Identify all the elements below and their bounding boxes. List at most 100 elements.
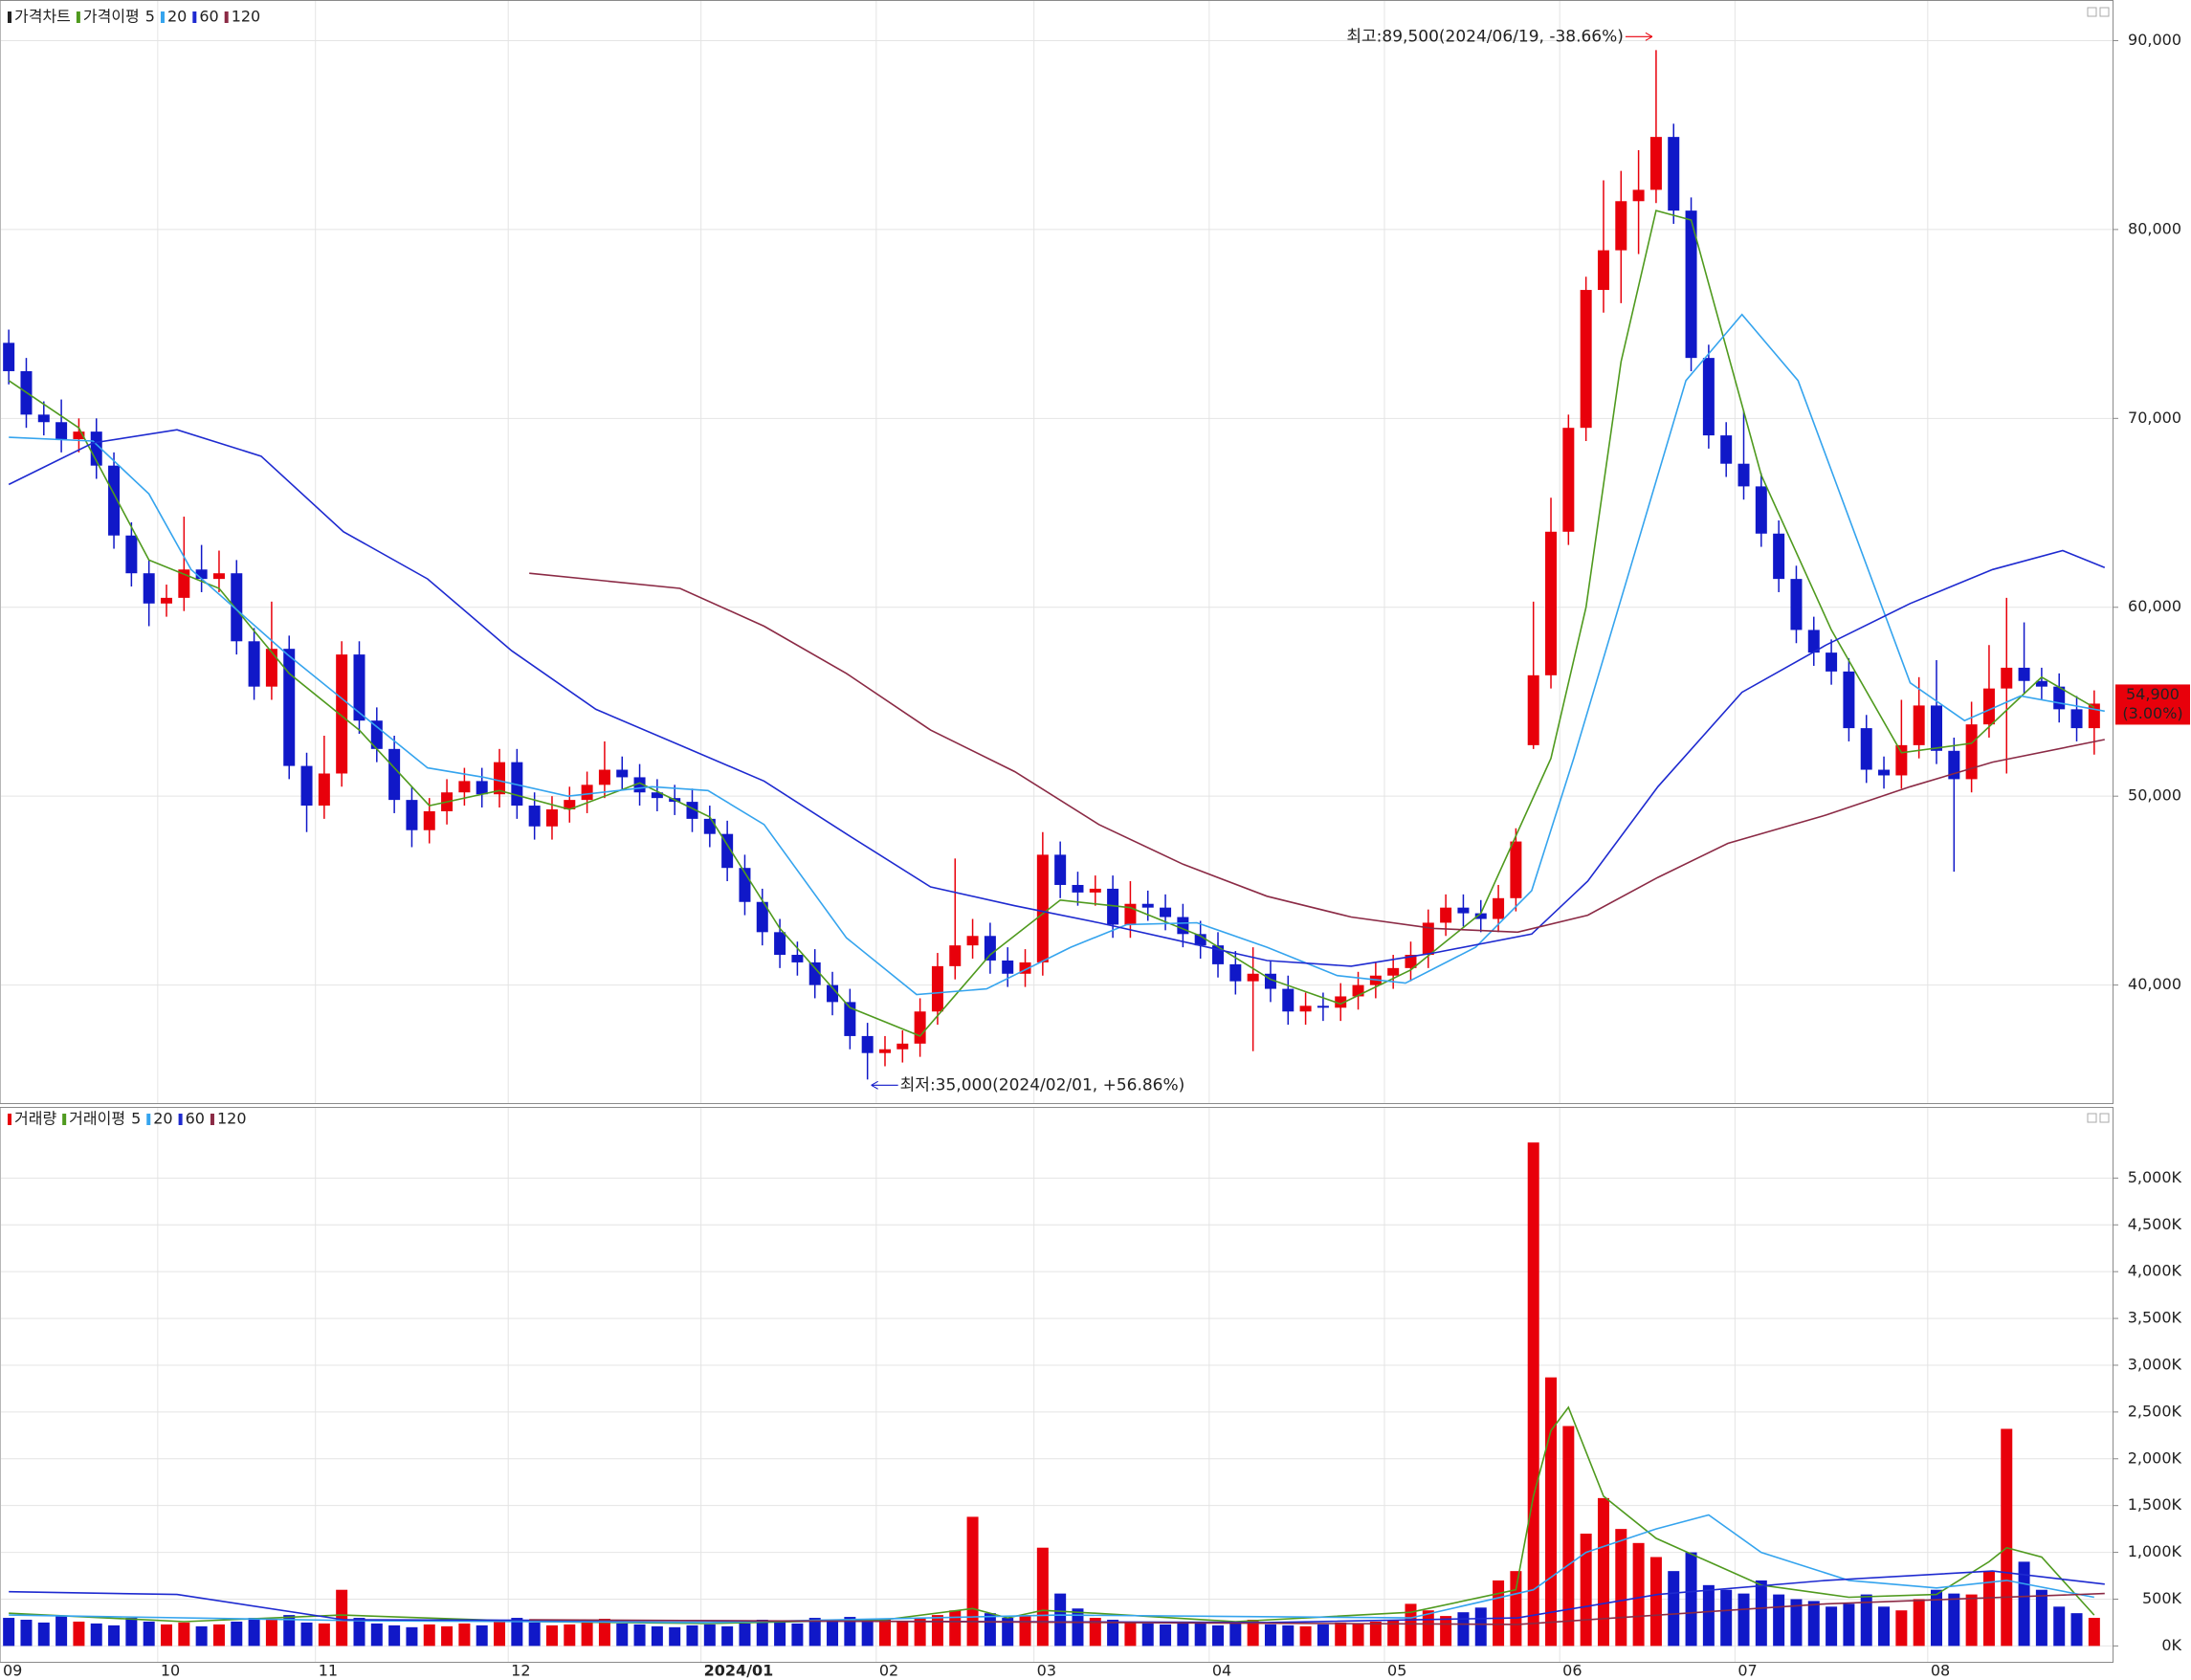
candle-body [1510, 841, 1522, 898]
legend-marker [178, 1114, 183, 1125]
volume-bar [370, 1623, 383, 1647]
candle-body [212, 573, 225, 580]
candle-body [756, 901, 768, 933]
volume-bar [388, 1625, 401, 1647]
candle-body [808, 962, 821, 985]
volume-bar [1965, 1594, 1978, 1647]
volume-bar [1860, 1594, 1872, 1647]
volume-bar [1510, 1571, 1522, 1647]
volume-bar [1422, 1610, 1434, 1647]
legend-label: 120 [232, 8, 261, 26]
y-tick-label: 60,000 [2128, 597, 2181, 615]
volume-bar [1773, 1594, 1785, 1647]
legend-marker [76, 11, 80, 23]
candle-body [1807, 630, 1820, 653]
candle-body [3, 343, 15, 371]
candle-body [1632, 189, 1645, 202]
volume-bar [143, 1621, 155, 1647]
candle-body [984, 936, 996, 961]
candle-body [1352, 984, 1364, 997]
candle-body [195, 569, 208, 580]
volume-bar [721, 1625, 734, 1647]
y-tick-label: 2,000K [2128, 1448, 2182, 1467]
x-tick-label: 07 [1737, 1662, 1757, 1680]
candle-body [1930, 705, 1942, 751]
volume-bar [1562, 1426, 1575, 1647]
candle-body [1282, 988, 1295, 1012]
panel-button[interactable] [2099, 7, 2110, 17]
candle-body [1895, 744, 1908, 776]
ma-line [8, 210, 2095, 1037]
volume-bar [581, 1621, 593, 1647]
candle-body [1562, 428, 1575, 532]
volume-bar [633, 1624, 646, 1647]
volume-bar [827, 1620, 839, 1647]
candle-body [318, 773, 330, 807]
y-tick-label: 90,000 [2128, 31, 2181, 49]
candle-body [423, 810, 435, 830]
candle-body [388, 748, 401, 801]
volume-bar [476, 1625, 488, 1647]
volume-bar [1720, 1589, 1733, 1647]
candle-body [406, 800, 418, 830]
candle-body [1089, 888, 1101, 893]
volume-bar [1649, 1557, 1662, 1647]
candle-body [1649, 137, 1662, 190]
candle-body [1755, 486, 1767, 534]
legend-marker [62, 1114, 67, 1125]
volume-bar [2070, 1613, 2083, 1647]
volume-bar [931, 1615, 943, 1647]
volume-bar [1826, 1606, 1838, 1647]
volume-bar [3, 1618, 15, 1647]
candle-body [616, 769, 629, 778]
panel-button[interactable] [2087, 1113, 2097, 1123]
legend-label: 거래량 [14, 1110, 56, 1128]
volume-bar [1755, 1580, 1767, 1647]
candle-body [37, 414, 50, 423]
y-tick-label: 5,000K [2128, 1168, 2182, 1186]
volume-bar [300, 1622, 313, 1647]
x-tick-label: 11 [319, 1662, 338, 1680]
panel-button[interactable] [2087, 7, 2097, 17]
legend-marker [146, 1114, 151, 1125]
volume-bar [1036, 1547, 1049, 1647]
legend-label: 거래이평 [69, 1110, 125, 1128]
ma-line [529, 572, 2105, 934]
candle-body [1773, 533, 1785, 580]
candle-body [178, 569, 190, 598]
candle-body [1843, 671, 1855, 729]
candle-body [336, 654, 348, 774]
volume-bar [1913, 1599, 1925, 1647]
candle-body [1229, 963, 1242, 982]
volume-bar [1545, 1377, 1558, 1647]
candle-body [1878, 769, 1891, 776]
panel-button[interactable] [2099, 1113, 2110, 1123]
candle-body [1019, 962, 1031, 974]
volume-bar [808, 1618, 821, 1647]
candle-body [878, 1049, 891, 1053]
current-price-box [2115, 684, 2190, 725]
candle-body [1474, 913, 1487, 919]
candle-body [55, 422, 68, 440]
volume-bar [861, 1619, 874, 1647]
candle-body [1036, 854, 1049, 962]
volume-bar [1440, 1616, 1452, 1647]
volume-bar [1405, 1603, 1417, 1647]
candle-body [1247, 973, 1259, 982]
volume-bar [1597, 1497, 1609, 1647]
volume-bar [2001, 1428, 2013, 1647]
volume-bar [37, 1622, 50, 1647]
volume-bar [1369, 1621, 1382, 1647]
volume-bar [1737, 1593, 1750, 1647]
volume-bar [1982, 1571, 1995, 1647]
y-tick-label: 50,000 [2128, 786, 2181, 805]
volume-bar [1632, 1542, 1645, 1647]
volume-bar [1474, 1607, 1487, 1647]
volume-bar [1807, 1601, 1820, 1647]
legend-marker [8, 1114, 11, 1125]
volume-bar [1107, 1620, 1119, 1647]
candle-body [370, 720, 383, 749]
x-tick-label: 09 [3, 1662, 22, 1680]
candle-body [1422, 922, 1434, 956]
x-tick-label: 05 [1387, 1662, 1406, 1680]
